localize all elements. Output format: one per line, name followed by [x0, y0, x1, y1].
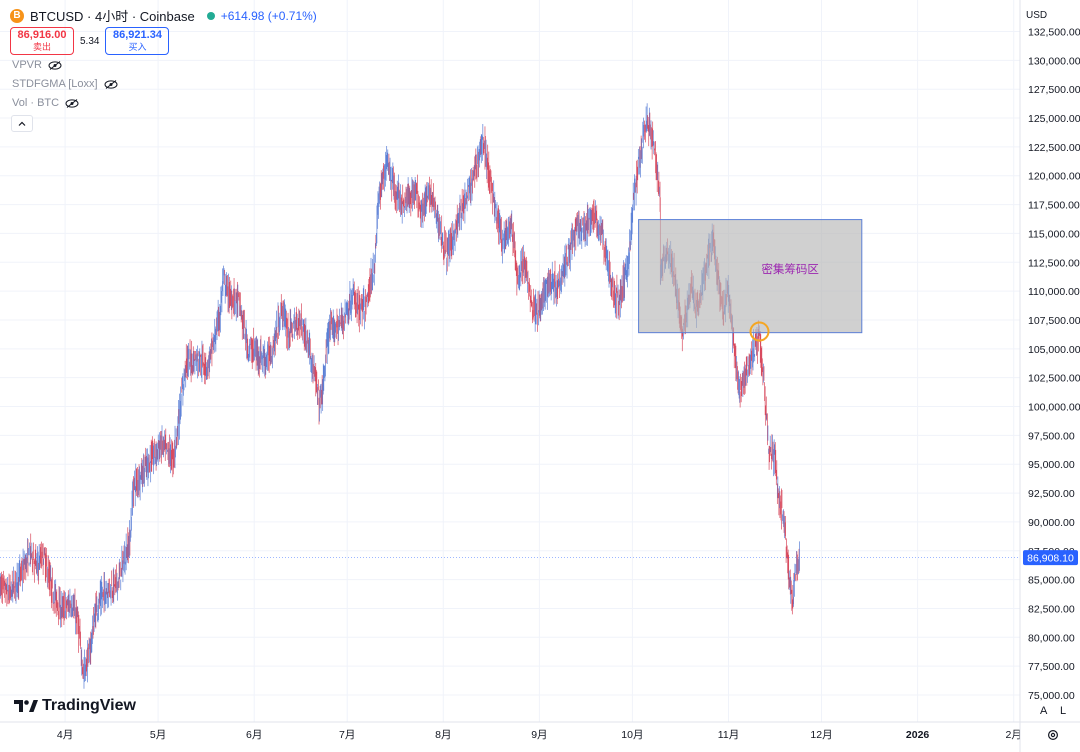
sell-price: 86,916.00: [17, 29, 67, 41]
y-tick-label: 92,500.00: [1028, 488, 1075, 500]
auto-scale-button[interactable]: A: [1040, 705, 1048, 717]
y-tick-label: 102,500.00: [1028, 373, 1080, 385]
chart-grid: [0, 0, 1020, 722]
chevron-up-icon: [18, 121, 26, 126]
price-change: +614.98 (+0.71%): [220, 8, 317, 23]
indicator-stdfgma[interactable]: STDFGMA [Loxx]: [12, 78, 118, 90]
y-tick-label: 122,500.00: [1028, 142, 1080, 154]
eye-hidden-icon[interactable]: [48, 60, 62, 70]
sell-button[interactable]: 86,916.00 卖出: [10, 27, 74, 55]
x-tick-label: 5月: [150, 729, 166, 741]
currency-selector[interactable]: USD: [1026, 10, 1048, 21]
buy-label: 买入: [128, 42, 147, 52]
x-tick-label: 10月: [621, 729, 643, 741]
symbol-title[interactable]: BTCUSD · 4小时 · Coinbase: [30, 9, 195, 24]
x-tick-label: 6月: [246, 729, 262, 741]
y-tick-label: 90,000.00: [1028, 517, 1075, 529]
y-tick-label: 105,000.00: [1028, 344, 1080, 356]
x-tick-label: 2026: [906, 729, 930, 741]
y-tick-label: 77,500.00: [1028, 661, 1075, 673]
x-tick-label: 11月: [718, 729, 739, 741]
current-price-label: 86,908.10: [1027, 553, 1074, 565]
market-open-icon: [206, 11, 215, 20]
y-tick-label: 125,000.00: [1028, 113, 1080, 125]
y-tick-label: 85,000.00: [1028, 575, 1075, 587]
y-tick-label: 115,000.00: [1028, 228, 1080, 240]
buy-button[interactable]: 86,921.34 买入: [105, 27, 170, 55]
indicator-vpvr[interactable]: VPVR: [12, 59, 62, 71]
x-tick-label: 12月: [810, 729, 832, 741]
chip-zone-rect: [638, 219, 863, 334]
indicator-label: STDFGMA [Loxx]: [12, 78, 98, 90]
indicator-label: VPVR: [12, 59, 42, 71]
logo-text: TradingView: [42, 697, 136, 714]
settings-gear-icon[interactable]: [1047, 729, 1059, 741]
indicator-volume[interactable]: Vol · BTC: [12, 97, 79, 109]
tradingview-logo-icon: [14, 700, 38, 712]
current-price-tag: [1023, 550, 1078, 566]
y-tick-label: 82,500.00: [1028, 603, 1075, 615]
eye-hidden-icon[interactable]: [104, 79, 118, 89]
y-tick-label: 110,000.00: [1028, 286, 1080, 298]
y-tick-label: 132,500.00: [1028, 27, 1080, 39]
y-tick-label: 120,000.00: [1028, 171, 1080, 183]
y-tick-label: 100,000.00: [1028, 402, 1080, 414]
buy-price: 86,921.34: [113, 29, 162, 41]
annotation-layer: 密集筹码区: [638, 219, 863, 342]
collapse-legend-button[interactable]: [11, 115, 33, 132]
x-tick-label: 8月: [435, 729, 451, 741]
log-scale-button[interactable]: L: [1060, 705, 1067, 717]
spread-value: 5.34: [80, 35, 100, 47]
candle-series: [0, 103, 800, 689]
y-tick-label: 112,500.00: [1028, 257, 1080, 269]
indicator-label: Vol · BTC: [12, 97, 60, 109]
x-tick-label: 9月: [531, 729, 547, 741]
sell-label: 卖出: [32, 42, 51, 52]
y-tick-label: 130,000.00: [1028, 55, 1080, 67]
x-tick-label: 4月: [57, 729, 73, 741]
y-tick-label: 97,500.00: [1028, 430, 1075, 442]
x-tick-label: 7月: [339, 729, 355, 741]
y-tick-label: 95,000.00: [1028, 459, 1075, 471]
y-tick-label: 127,500.00: [1028, 84, 1080, 96]
y-tick-label: 117,500.00: [1028, 200, 1080, 212]
tradingview-logo: TradingView: [14, 697, 136, 715]
eye-hidden-icon[interactable]: [65, 98, 79, 108]
chip-zone-label: 密集筹码区: [761, 262, 819, 276]
chart-header: B BTCUSD · 4小时 · Coinbase +614.98 (+0.71…: [10, 6, 317, 25]
trade-row: 86,916.00 卖出 5.34 86,921.34 买入: [10, 27, 170, 55]
y-tick-label: 75,000.00: [1028, 690, 1075, 702]
y-tick-label: 107,500.00: [1028, 315, 1080, 327]
annotation-marker: [749, 321, 770, 342]
btc-coin-icon: B: [10, 8, 24, 23]
y-tick-label: 80,000.00: [1028, 632, 1075, 644]
x-tick-label: 2月: [1006, 729, 1022, 741]
